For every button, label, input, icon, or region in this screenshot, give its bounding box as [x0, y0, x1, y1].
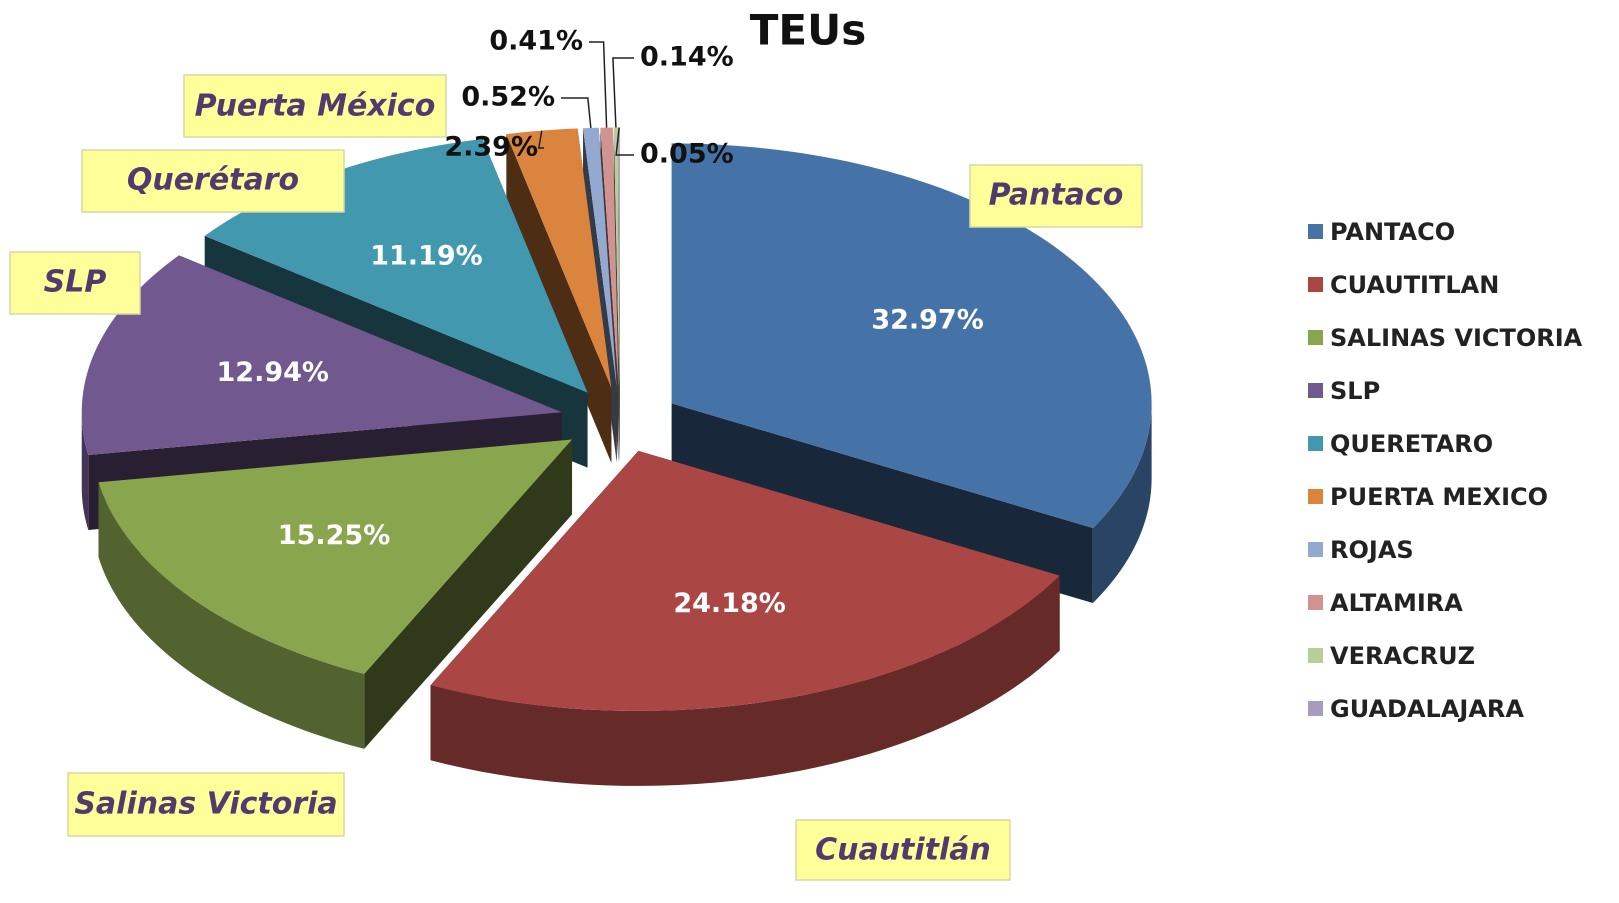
slice [430, 450, 1060, 786]
data-label: 0.14% [640, 42, 734, 73]
slice-top [583, 127, 617, 388]
legend-label: ROJAS [1330, 536, 1414, 564]
data-label: 0.05% [640, 139, 734, 170]
callout-text: Querétaro [127, 163, 299, 198]
slice [98, 439, 573, 749]
data-label: 24.18% [673, 588, 785, 619]
slice-top [613, 127, 620, 388]
legend-label: PANTACO [1330, 218, 1455, 246]
legend-label: SALINAS VICTORIA [1330, 324, 1583, 352]
slice [618, 127, 620, 463]
slice-wall [1092, 403, 1152, 604]
slice-top [618, 127, 620, 388]
slice-top [600, 127, 619, 388]
data-label: 0.52% [461, 82, 555, 113]
legend-label: VERACRUZ [1330, 642, 1475, 670]
labels: 32.97% 24.18% 15.25% 12.94% 11.19% 2.39% 0.52%… [217, 26, 984, 619]
slice-top [430, 450, 1060, 711]
callout: Puerta México [183, 74, 447, 138]
slice-wall [430, 575, 1060, 786]
callout: Querétaro [81, 149, 345, 213]
legend-label: ALTAMIRA [1330, 589, 1463, 617]
slice-side [618, 127, 620, 463]
slice-wall [81, 412, 89, 530]
callout-text: Puerta México [195, 89, 436, 124]
legend-swatch [1308, 277, 1323, 292]
leader-line [537, 130, 544, 149]
leader-line [612, 57, 634, 128]
legend-swatch [1308, 489, 1323, 504]
callout-text: SLP [44, 265, 107, 300]
callout-text: Salinas Victoria [74, 787, 337, 822]
legend-swatch [1308, 383, 1323, 398]
legend-swatch [1308, 224, 1323, 239]
callout-text: Pantaco [989, 178, 1124, 213]
legend-swatch [1308, 436, 1323, 451]
slice-top [671, 143, 1152, 529]
leader-line [561, 97, 592, 129]
leader-line [615, 127, 634, 156]
legend-swatch [1308, 701, 1323, 716]
leader-line [589, 41, 608, 128]
data-label: 2.39% [444, 132, 538, 163]
legend-label: GUADALAJARA [1330, 695, 1524, 723]
data-label: 11.19% [370, 241, 482, 272]
callout: SLP [9, 251, 141, 315]
legend-swatch [1308, 542, 1323, 557]
slice-top [98, 439, 573, 674]
legend: PANTACO CUAUTITLAN SALINAS VICTORIA SLP QUER… [1308, 218, 1583, 723]
legend-label: PUERTA MEXICO [1330, 483, 1548, 511]
slice-wall [98, 482, 365, 749]
data-label: 12.94% [217, 357, 329, 388]
chart-title: TEUs [750, 6, 866, 55]
callout: Cuautitlán [795, 819, 1011, 881]
legend-label: CUAUTITLAN [1330, 271, 1499, 299]
slice-side [671, 403, 1093, 604]
callout-text: Cuautitlán [815, 833, 991, 868]
slice-top [506, 128, 612, 388]
legend-swatch [1308, 648, 1323, 663]
data-label: 0.41% [489, 26, 583, 57]
data-label: 32.97% [871, 305, 983, 336]
legend-label: QUERETARO [1330, 430, 1493, 458]
data-label: 15.25% [278, 520, 390, 551]
callout: Pantaco [969, 164, 1143, 228]
slice-top [81, 255, 562, 455]
legend-label: SLP [1330, 377, 1380, 405]
legend-swatch [1308, 595, 1323, 610]
slice-side [506, 134, 612, 463]
slice [671, 143, 1152, 604]
callout: Salinas Victoria [67, 772, 345, 837]
legend-swatch [1308, 330, 1323, 345]
pie [81, 127, 1152, 786]
slice [506, 128, 612, 463]
